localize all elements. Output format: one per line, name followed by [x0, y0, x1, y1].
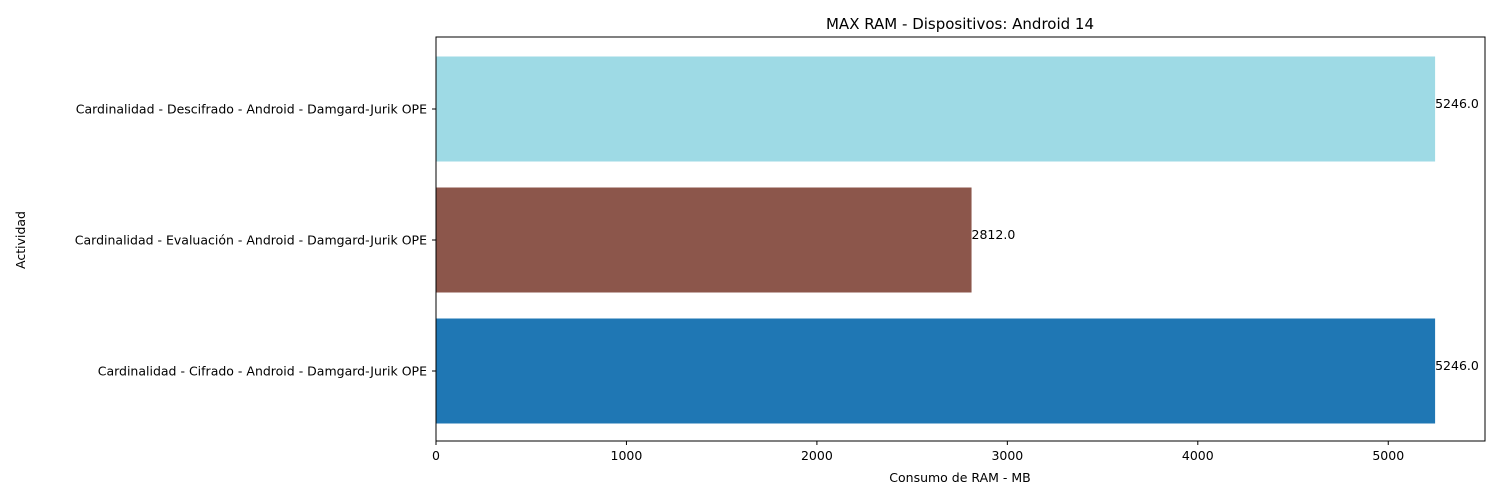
x-axis-label: Consumo de RAM - MB — [889, 470, 1030, 485]
x-tick-label: 0 — [432, 448, 440, 463]
x-tick-label: 2000 — [801, 448, 833, 463]
y-tick-label: Cardinalidad - Descifrado - Android - Da… — [76, 102, 427, 117]
x-tick-label: 1000 — [611, 448, 643, 463]
chart-title: MAX RAM - Dispositivos: Android 14 — [826, 15, 1094, 33]
data-label: 5246.0 — [1435, 358, 1479, 373]
data-label: 5246.0 — [1435, 96, 1479, 111]
x-tick-label: 4000 — [1182, 448, 1214, 463]
y-tick-label: Cardinalidad - Cifrado - Android - Damga… — [98, 364, 427, 379]
y-tick-label: Cardinalidad - Evaluación - Android - Da… — [75, 233, 427, 248]
data-label: 2812.0 — [972, 227, 1016, 242]
x-tick-label: 5000 — [1372, 448, 1404, 463]
chart-marks: Cardinalidad - Cifrado - Android - Damga… — [75, 56, 1479, 463]
bar — [436, 318, 1436, 424]
y-axis-label: Actividad — [13, 211, 28, 269]
x-tick-label: 3000 — [991, 448, 1023, 463]
bar — [436, 187, 972, 293]
bar — [436, 56, 1436, 162]
plot-frame — [435, 36, 1486, 442]
